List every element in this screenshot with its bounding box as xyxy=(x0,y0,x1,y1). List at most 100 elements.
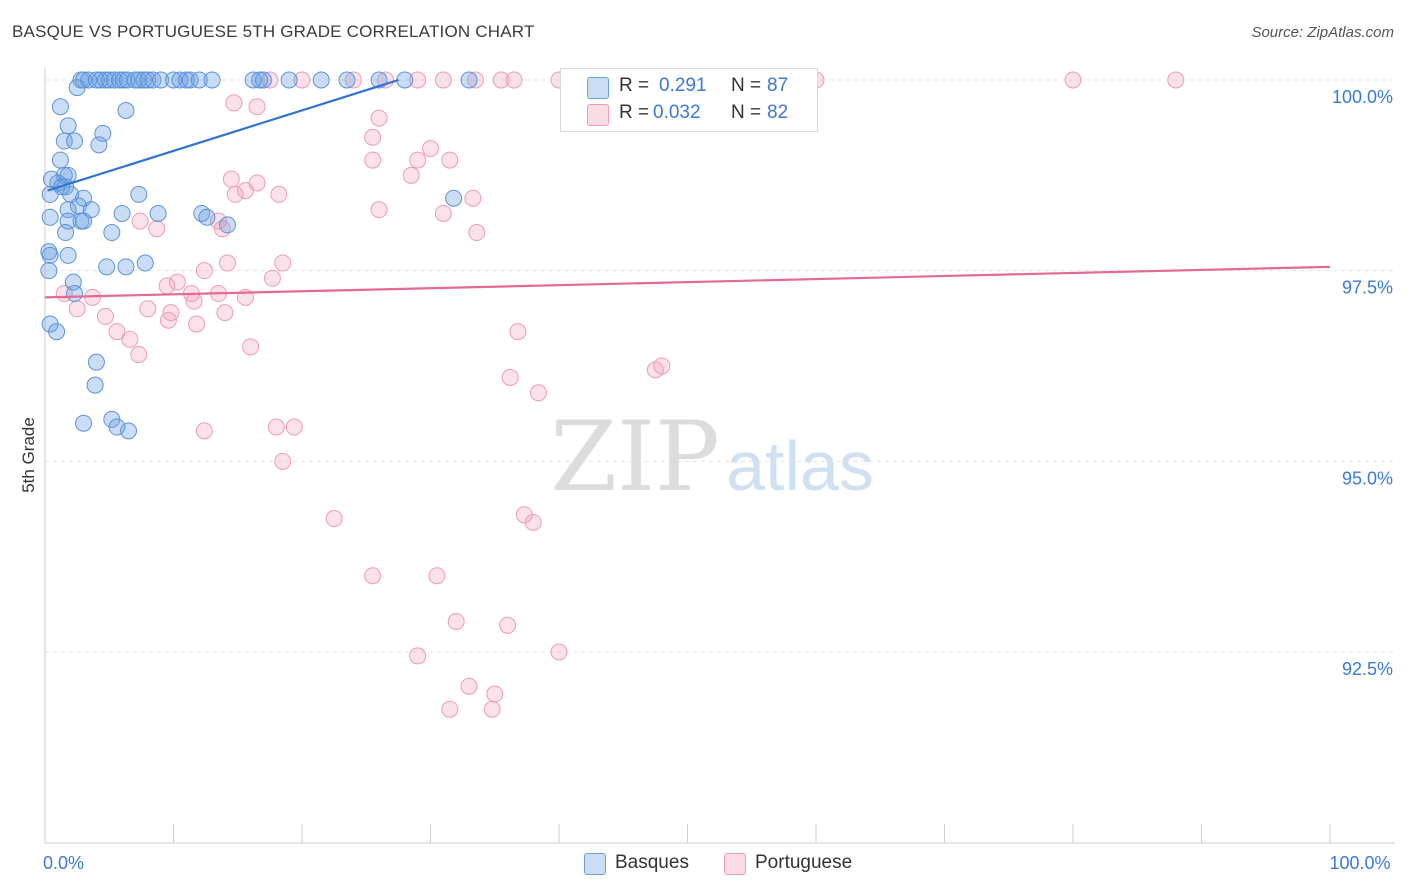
basques-point xyxy=(171,71,189,89)
basques-point xyxy=(203,71,221,89)
basques-point xyxy=(445,189,463,207)
portuguese-point xyxy=(466,71,484,89)
portuguese-point xyxy=(434,71,452,89)
portuguese-point xyxy=(483,700,501,718)
basques-point xyxy=(51,151,69,169)
basques-point xyxy=(41,185,59,203)
portuguese-point xyxy=(325,510,343,528)
portuguese-point xyxy=(261,71,279,89)
portuguese-point xyxy=(131,212,149,230)
portuguese-point xyxy=(441,700,459,718)
portuguese-point xyxy=(428,567,446,585)
portuguese-point xyxy=(447,612,465,630)
y-tick-label: 95.0% xyxy=(1342,468,1393,488)
legend-r-label: R = xyxy=(619,102,650,123)
legend-n-label: N = xyxy=(731,75,762,96)
basques-point xyxy=(96,71,114,89)
portuguese-point xyxy=(236,182,254,200)
basques-point xyxy=(181,71,199,89)
legend-swatch-portuguese xyxy=(587,104,609,126)
basques-point xyxy=(130,185,148,203)
portuguese-trend-line xyxy=(44,265,1331,299)
basques-point xyxy=(98,258,116,276)
legend-r-value: 0.032 xyxy=(653,102,701,123)
basques-point xyxy=(218,216,236,234)
portuguese-point xyxy=(162,304,180,322)
basques-point xyxy=(114,71,132,89)
portuguese-point xyxy=(195,422,213,440)
portuguese-point xyxy=(409,71,427,89)
bottom-legend-label: Basques xyxy=(615,852,689,873)
basques-point xyxy=(100,71,118,89)
portuguese-point xyxy=(274,254,292,272)
basques-point xyxy=(254,71,272,89)
portuguese-point xyxy=(168,273,186,291)
portuguese-point xyxy=(524,513,542,531)
portuguese-point xyxy=(441,151,459,169)
portuguese-point xyxy=(222,170,240,188)
portuguese-point xyxy=(505,71,523,89)
basques-point xyxy=(139,71,157,89)
portuguese-point xyxy=(550,643,568,661)
basques-point xyxy=(94,124,112,142)
portuguese-point xyxy=(121,330,139,348)
watermark-zip: ZIP xyxy=(550,401,719,513)
portuguese-point xyxy=(370,109,388,127)
portuguese-point xyxy=(218,254,236,272)
portuguese-point xyxy=(486,685,504,703)
portuguese-point xyxy=(1064,71,1082,89)
basques-point xyxy=(87,71,105,89)
basques-point xyxy=(75,212,93,230)
portuguese-point xyxy=(139,300,157,318)
portuguese-point xyxy=(226,185,244,203)
basques-point xyxy=(396,71,414,89)
basques-point xyxy=(68,79,86,97)
trend-lines xyxy=(44,78,1331,299)
chart-title: BASQUE VS PORTUGUESE 5TH GRADE CORRELATI… xyxy=(12,22,535,41)
portuguese-point xyxy=(364,567,382,585)
basques-point xyxy=(135,71,153,89)
basques-point xyxy=(66,285,84,303)
legend-n-value: 82 xyxy=(767,102,789,123)
basques-point xyxy=(90,136,108,154)
basques-point xyxy=(113,204,131,222)
portuguese-point xyxy=(274,452,292,470)
x-tick-label: 0.0% xyxy=(43,853,84,873)
portuguese-point xyxy=(225,94,243,112)
portuguese-point xyxy=(185,292,203,310)
y-tick-label: 92.5% xyxy=(1342,659,1393,679)
portuguese-point xyxy=(1167,71,1185,89)
portuguese-point xyxy=(195,262,213,280)
portuguese-point xyxy=(529,384,547,402)
basques-point xyxy=(41,246,59,264)
portuguese-point xyxy=(509,323,527,341)
portuguese-point xyxy=(468,224,486,242)
legend-n-label: N = xyxy=(731,102,762,123)
x-tick-label: 100.0% xyxy=(1329,853,1390,873)
basques-point xyxy=(57,224,75,242)
basques-point xyxy=(120,422,138,440)
basques-point xyxy=(59,117,77,135)
basques-point xyxy=(152,71,170,89)
basques-point xyxy=(40,262,58,280)
basques-point xyxy=(41,208,59,226)
basques-point xyxy=(51,98,69,116)
bottom-legend-swatch-portuguese xyxy=(724,853,746,875)
portuguese-point xyxy=(267,418,285,436)
basques-point xyxy=(103,224,121,242)
basques-point xyxy=(126,71,144,89)
basques-point xyxy=(55,132,73,150)
stats-legend: R = 0.291 N = 87 R = 0.032 N = 82 xyxy=(560,68,818,132)
series-portuguese xyxy=(55,71,1185,718)
portuguese-point xyxy=(499,616,517,634)
legend-n-value: 87 xyxy=(767,75,789,96)
basques-point xyxy=(86,376,104,394)
basques-point xyxy=(338,71,356,89)
portuguese-point xyxy=(422,140,439,158)
basques-point xyxy=(312,71,330,89)
basques-point xyxy=(149,204,167,222)
portuguese-point xyxy=(409,647,427,665)
portuguese-point xyxy=(216,304,234,322)
portuguese-point xyxy=(364,151,382,169)
